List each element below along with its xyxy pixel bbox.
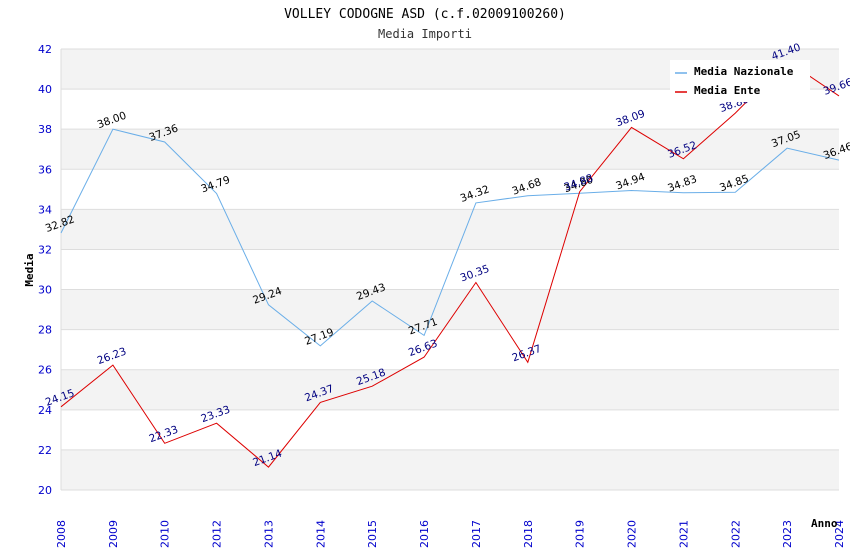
y-axis-label: Media [23,253,36,286]
data-label: 34.85 [718,173,750,195]
y-tick-label: 26 [38,364,52,377]
x-tick-label: 2018 [522,520,535,548]
x-tick-label: 2024 [833,520,846,548]
x-tick-label: 2022 [729,520,742,548]
x-tick-label: 2008 [55,520,68,548]
y-tick-label: 32 [38,243,52,256]
grid-band [61,209,839,250]
chart-title: VOLLEY CODOGNE ASD (c.f.02009100260) [284,7,566,22]
data-label: 34.94 [614,171,647,193]
grid-band [61,369,839,410]
x-tick-label: 2013 [262,520,275,548]
y-tick-label: 34 [38,203,52,216]
series-lines [60,60,840,468]
grid-band [61,289,839,330]
y-tick-label: 42 [38,43,52,56]
data-label: 38.00 [96,110,128,132]
x-tick-label: 2021 [677,520,690,548]
legend-box [670,60,810,102]
y-tick-labels: 20 22 24 26 28 30 32 34 36 38 40 42 [38,43,52,497]
data-label: 26.23 [96,346,128,368]
x-tick-label: 2019 [574,520,587,548]
x-tick-label: 2015 [366,520,379,548]
y-tick-label: 30 [38,284,52,297]
x-axis-label: Anno [811,517,838,530]
data-label: 26.63 [407,338,439,360]
y-tick-label: 40 [38,83,52,96]
series-line-0 [60,128,840,347]
x-tick-label: 2010 [159,520,172,548]
x-tick-label: 2014 [314,520,327,548]
chart-subtitle: Media Importi [378,27,472,41]
x-tick-label: 2023 [781,520,794,548]
grid-band [61,449,839,490]
x-tick-label: 2020 [626,520,639,548]
legend-label-media-ente: Media Ente [694,84,761,97]
x-tick-label: 2016 [418,520,431,548]
data-label: 30.35 [459,263,491,285]
y-tick-label: 22 [38,444,52,457]
x-tick-labels: 2008 2009 2010 2012 2013 2014 2015 2016 2017 2018… [55,520,846,548]
y-tick-label: 38 [38,123,52,136]
y-tick-label: 20 [38,484,52,497]
axes [60,49,839,491]
legend-label-media-nazionale: Media Nazionale [694,65,794,78]
x-tick-label: 2009 [107,520,120,548]
grid-band [61,129,839,170]
y-tick-label: 24 [38,404,52,417]
y-tick-label: 28 [38,324,52,337]
series-line-1 [60,60,840,468]
data-label: 34.83 [666,173,698,195]
data-label: 34.68 [511,176,543,198]
legend: Media Nazionale Media Ente [670,60,810,102]
x-tick-label: 2012 [211,520,224,548]
x-tick-label: 2017 [470,520,483,548]
y-tick-label: 36 [38,163,52,176]
data-label: 38.09 [614,108,646,130]
